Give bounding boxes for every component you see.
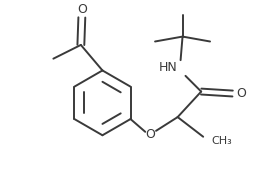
Text: O: O xyxy=(236,87,246,100)
Text: CH₃: CH₃ xyxy=(211,136,232,146)
Text: HN: HN xyxy=(159,62,178,75)
Text: O: O xyxy=(145,128,155,141)
Text: O: O xyxy=(77,3,87,16)
